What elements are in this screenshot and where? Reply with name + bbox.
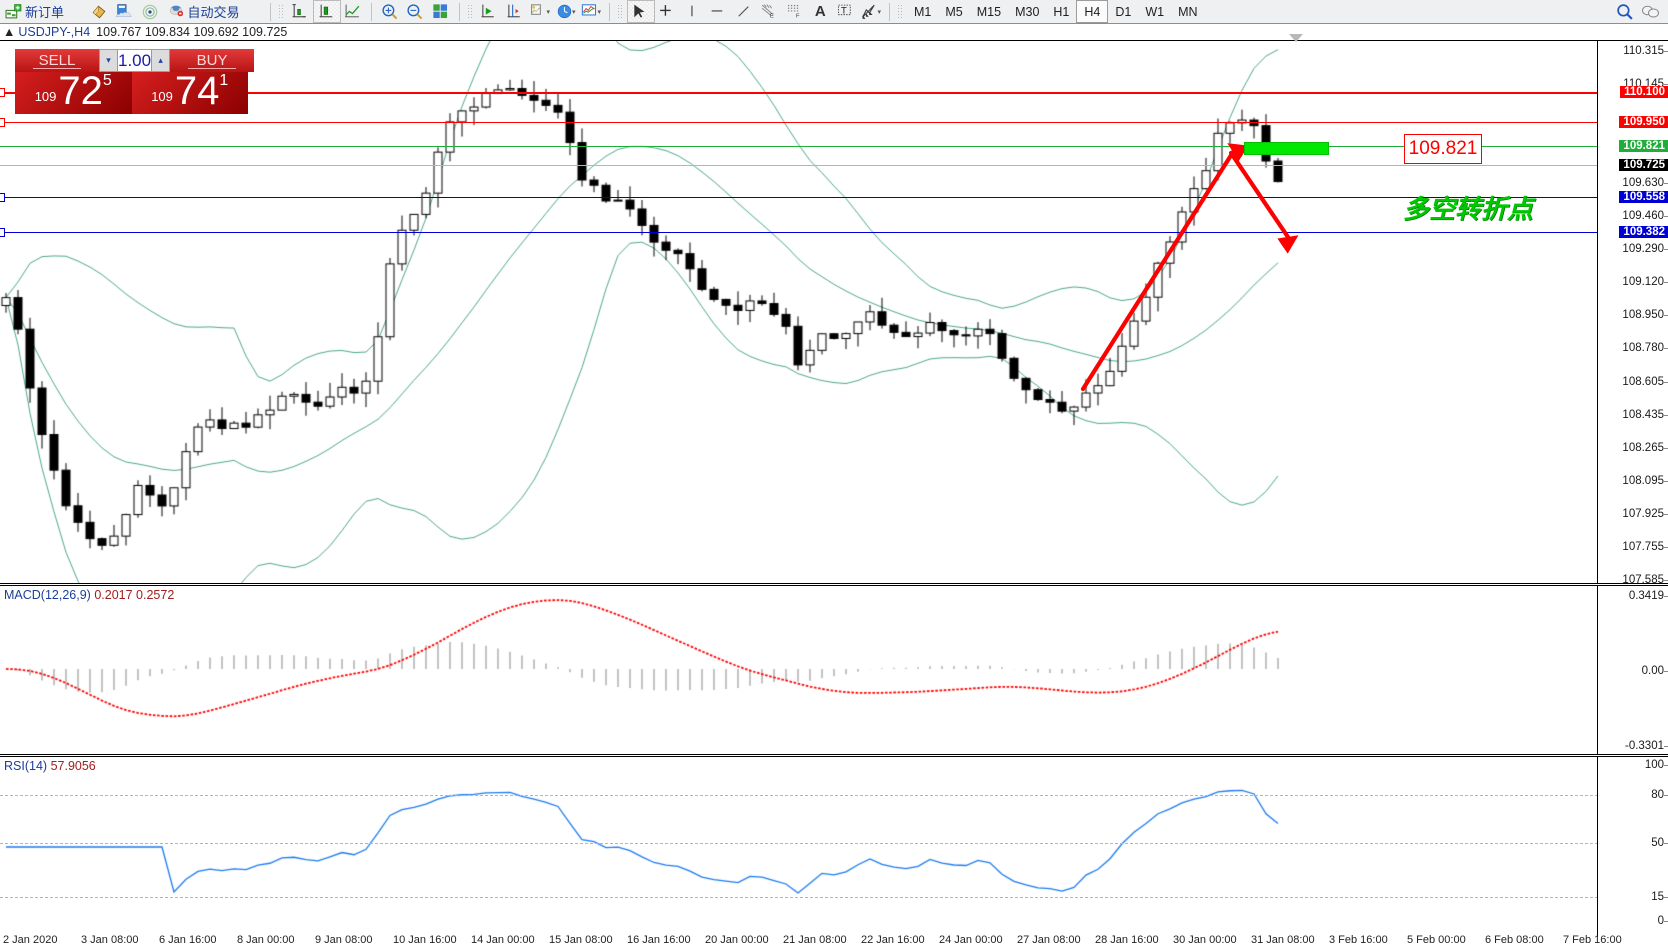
svg-text:T: T bbox=[841, 5, 847, 16]
svg-text:E: E bbox=[770, 13, 774, 19]
svg-text:F: F bbox=[796, 13, 800, 19]
